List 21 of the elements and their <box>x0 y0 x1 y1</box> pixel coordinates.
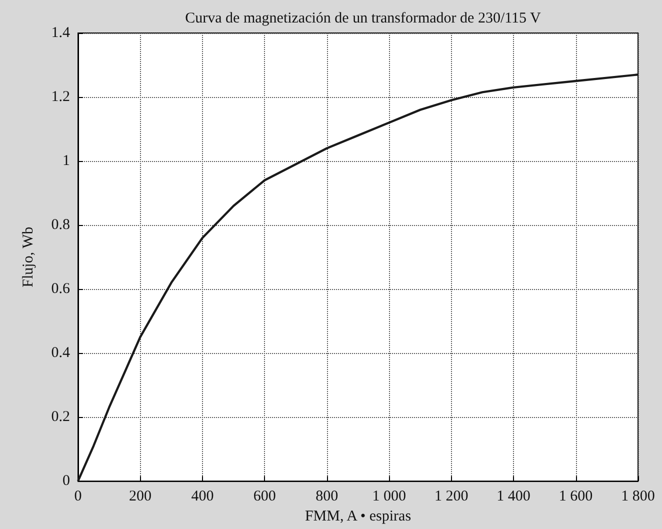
x-tick-label: 1 600 <box>558 488 593 505</box>
x-tick-label: 200 <box>128 488 152 505</box>
x-tick-label: 400 <box>191 488 214 505</box>
y-tick-label: 0.2 <box>51 409 70 426</box>
y-tick-label: 1.4 <box>51 25 70 41</box>
x-tick-label: 1 000 <box>372 488 406 505</box>
y-tick-label: 0.6 <box>51 281 70 298</box>
x-tick-label: 1 800 <box>621 488 655 505</box>
y-tick-label: 0.8 <box>51 217 70 234</box>
x-tick-label: 600 <box>253 488 276 505</box>
x-tick-label: 1 200 <box>434 488 468 505</box>
y-tick-label: 0.4 <box>51 345 70 362</box>
x-tick-label: 0 <box>74 488 82 505</box>
chart-title: Curva de magnetización de un transformador de 230/115 V <box>185 10 542 26</box>
y-tick-label: 1.2 <box>51 89 70 106</box>
y-tick-label: 0 <box>62 473 70 490</box>
x-axis-title: FMM, A • espiras <box>304 508 412 524</box>
y-axis-title: Flujo, Wb <box>20 226 36 288</box>
x-tick-label: 1 400 <box>496 488 530 505</box>
x-tick-label: 800 <box>316 488 338 505</box>
y-tick-label: 1 <box>62 153 70 170</box>
